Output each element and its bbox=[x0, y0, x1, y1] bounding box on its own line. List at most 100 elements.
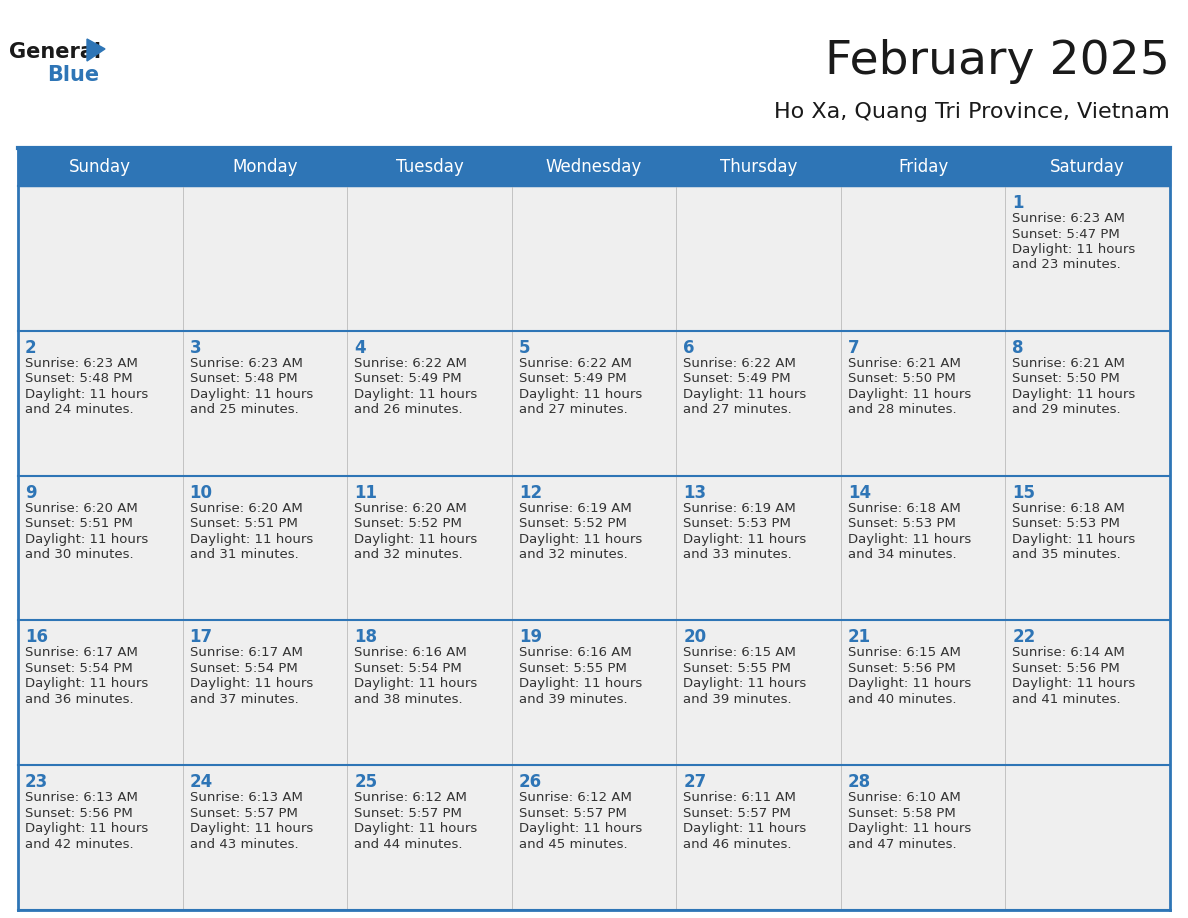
Text: Sunset: 5:49 PM: Sunset: 5:49 PM bbox=[683, 373, 791, 386]
Text: Sunrise: 6:19 AM: Sunrise: 6:19 AM bbox=[519, 501, 632, 515]
Text: 28: 28 bbox=[848, 773, 871, 791]
Text: Daylight: 11 hours: Daylight: 11 hours bbox=[519, 387, 642, 401]
Bar bbox=[512, 186, 676, 330]
Bar bbox=[512, 476, 676, 621]
Text: and 43 minutes.: and 43 minutes. bbox=[190, 838, 298, 851]
Text: and 36 minutes.: and 36 minutes. bbox=[25, 693, 133, 706]
Text: Daylight: 11 hours: Daylight: 11 hours bbox=[1012, 677, 1136, 690]
Text: Sunrise: 6:21 AM: Sunrise: 6:21 AM bbox=[1012, 357, 1125, 370]
Text: 1: 1 bbox=[1012, 194, 1024, 212]
Text: Sunset: 5:52 PM: Sunset: 5:52 PM bbox=[354, 517, 462, 530]
Text: Sunrise: 6:23 AM: Sunrise: 6:23 AM bbox=[25, 357, 138, 370]
Text: Sunset: 5:57 PM: Sunset: 5:57 PM bbox=[190, 807, 297, 820]
Bar bbox=[676, 476, 841, 621]
Text: Daylight: 11 hours: Daylight: 11 hours bbox=[354, 677, 478, 690]
Bar bbox=[347, 621, 512, 766]
Text: and 35 minutes.: and 35 minutes. bbox=[1012, 548, 1121, 561]
Polygon shape bbox=[87, 39, 105, 61]
Bar bbox=[676, 766, 841, 910]
Bar bbox=[183, 186, 347, 330]
Text: Sunday: Sunday bbox=[69, 158, 132, 176]
Text: 21: 21 bbox=[848, 629, 871, 646]
Text: 12: 12 bbox=[519, 484, 542, 501]
Text: Daylight: 11 hours: Daylight: 11 hours bbox=[190, 387, 312, 401]
Text: Sunrise: 6:19 AM: Sunrise: 6:19 AM bbox=[683, 501, 796, 515]
Bar bbox=[1005, 186, 1170, 330]
Bar bbox=[183, 330, 347, 476]
Text: Sunset: 5:53 PM: Sunset: 5:53 PM bbox=[683, 517, 791, 530]
Text: and 23 minutes.: and 23 minutes. bbox=[1012, 259, 1121, 272]
Text: Sunrise: 6:13 AM: Sunrise: 6:13 AM bbox=[25, 791, 138, 804]
Bar bbox=[18, 148, 1170, 186]
Bar bbox=[347, 766, 512, 910]
Text: Sunset: 5:53 PM: Sunset: 5:53 PM bbox=[1012, 517, 1120, 530]
Text: Sunrise: 6:20 AM: Sunrise: 6:20 AM bbox=[190, 501, 302, 515]
Text: Sunrise: 6:20 AM: Sunrise: 6:20 AM bbox=[354, 501, 467, 515]
Text: and 39 minutes.: and 39 minutes. bbox=[519, 693, 627, 706]
Bar bbox=[1005, 766, 1170, 910]
Text: 8: 8 bbox=[1012, 339, 1024, 357]
Text: Daylight: 11 hours: Daylight: 11 hours bbox=[354, 532, 478, 545]
Text: and 25 minutes.: and 25 minutes. bbox=[190, 403, 298, 416]
Text: Sunset: 5:48 PM: Sunset: 5:48 PM bbox=[25, 373, 133, 386]
Text: Daylight: 11 hours: Daylight: 11 hours bbox=[519, 677, 642, 690]
Text: Sunset: 5:54 PM: Sunset: 5:54 PM bbox=[354, 662, 462, 675]
Text: Sunset: 5:54 PM: Sunset: 5:54 PM bbox=[190, 662, 297, 675]
Text: 5: 5 bbox=[519, 339, 530, 357]
Text: and 37 minutes.: and 37 minutes. bbox=[190, 693, 298, 706]
Text: Sunrise: 6:22 AM: Sunrise: 6:22 AM bbox=[519, 357, 632, 370]
Text: Sunrise: 6:15 AM: Sunrise: 6:15 AM bbox=[683, 646, 796, 659]
Text: Sunset: 5:57 PM: Sunset: 5:57 PM bbox=[519, 807, 626, 820]
Bar bbox=[183, 476, 347, 621]
Text: Sunset: 5:56 PM: Sunset: 5:56 PM bbox=[1012, 662, 1120, 675]
Text: Sunrise: 6:15 AM: Sunrise: 6:15 AM bbox=[848, 646, 961, 659]
Text: Sunset: 5:55 PM: Sunset: 5:55 PM bbox=[519, 662, 626, 675]
Text: and 39 minutes.: and 39 minutes. bbox=[683, 693, 792, 706]
Bar bbox=[512, 621, 676, 766]
Text: Daylight: 11 hours: Daylight: 11 hours bbox=[519, 532, 642, 545]
Text: Daylight: 11 hours: Daylight: 11 hours bbox=[354, 823, 478, 835]
Text: and 26 minutes.: and 26 minutes. bbox=[354, 403, 463, 416]
Text: Daylight: 11 hours: Daylight: 11 hours bbox=[519, 823, 642, 835]
Text: Sunset: 5:48 PM: Sunset: 5:48 PM bbox=[190, 373, 297, 386]
Text: Daylight: 11 hours: Daylight: 11 hours bbox=[190, 823, 312, 835]
Text: and 42 minutes.: and 42 minutes. bbox=[25, 838, 133, 851]
Text: Sunrise: 6:17 AM: Sunrise: 6:17 AM bbox=[25, 646, 138, 659]
Text: 14: 14 bbox=[848, 484, 871, 501]
Text: and 46 minutes.: and 46 minutes. bbox=[683, 838, 791, 851]
Text: Daylight: 11 hours: Daylight: 11 hours bbox=[190, 677, 312, 690]
Text: Sunset: 5:56 PM: Sunset: 5:56 PM bbox=[848, 662, 955, 675]
Text: February 2025: February 2025 bbox=[826, 39, 1170, 84]
Text: and 34 minutes.: and 34 minutes. bbox=[848, 548, 956, 561]
Text: Sunrise: 6:20 AM: Sunrise: 6:20 AM bbox=[25, 501, 138, 515]
Text: and 27 minutes.: and 27 minutes. bbox=[683, 403, 792, 416]
Bar bbox=[676, 186, 841, 330]
Text: Daylight: 11 hours: Daylight: 11 hours bbox=[25, 677, 148, 690]
Text: Sunset: 5:53 PM: Sunset: 5:53 PM bbox=[848, 517, 955, 530]
Bar bbox=[841, 186, 1005, 330]
Text: Sunrise: 6:12 AM: Sunrise: 6:12 AM bbox=[354, 791, 467, 804]
Text: and 41 minutes.: and 41 minutes. bbox=[1012, 693, 1121, 706]
Text: Daylight: 11 hours: Daylight: 11 hours bbox=[848, 532, 971, 545]
Text: Sunset: 5:52 PM: Sunset: 5:52 PM bbox=[519, 517, 626, 530]
Text: and 29 minutes.: and 29 minutes. bbox=[1012, 403, 1121, 416]
Text: and 28 minutes.: and 28 minutes. bbox=[848, 403, 956, 416]
Text: Sunset: 5:55 PM: Sunset: 5:55 PM bbox=[683, 662, 791, 675]
Text: Sunset: 5:58 PM: Sunset: 5:58 PM bbox=[848, 807, 955, 820]
Text: Sunrise: 6:18 AM: Sunrise: 6:18 AM bbox=[848, 501, 961, 515]
Bar bbox=[18, 766, 183, 910]
Bar bbox=[512, 330, 676, 476]
Text: Sunset: 5:57 PM: Sunset: 5:57 PM bbox=[683, 807, 791, 820]
Text: Blue: Blue bbox=[48, 65, 99, 85]
Text: and 38 minutes.: and 38 minutes. bbox=[354, 693, 463, 706]
Text: and 32 minutes.: and 32 minutes. bbox=[519, 548, 627, 561]
Bar bbox=[183, 766, 347, 910]
Text: and 30 minutes.: and 30 minutes. bbox=[25, 548, 133, 561]
Text: Ho Xa, Quang Tri Province, Vietnam: Ho Xa, Quang Tri Province, Vietnam bbox=[775, 102, 1170, 122]
Text: and 44 minutes.: and 44 minutes. bbox=[354, 838, 462, 851]
Text: Daylight: 11 hours: Daylight: 11 hours bbox=[190, 532, 312, 545]
Bar bbox=[347, 186, 512, 330]
Text: 15: 15 bbox=[1012, 484, 1036, 501]
Bar bbox=[676, 330, 841, 476]
Bar bbox=[18, 476, 183, 621]
